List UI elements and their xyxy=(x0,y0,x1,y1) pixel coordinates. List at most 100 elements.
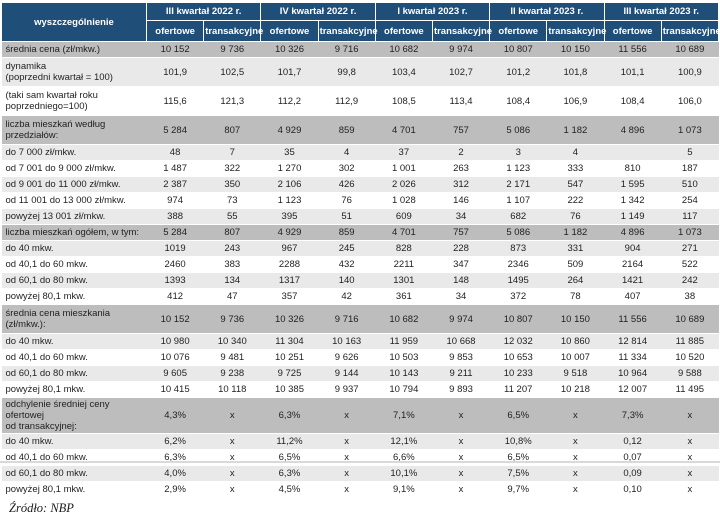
cell-r1-c8: 101,1 xyxy=(604,57,662,87)
cell-r7-c5: 146 xyxy=(432,192,490,209)
cell-r12-c0: 1393 xyxy=(146,272,204,289)
subcolumn-header-1-transakcyjne: transakcyjne xyxy=(317,20,378,42)
subcolumn-header-2-transakcyjne: transakcyjne xyxy=(431,20,492,42)
table-row-4: do 7 000 zł/mkw. 48 7 35 4 37 2 3 4 5 xyxy=(1,144,719,161)
cell-r18-c8: 12 007 xyxy=(604,381,662,398)
cell-r6-c3: 426 xyxy=(318,176,376,193)
cell-r18-c0: 10 415 xyxy=(146,381,204,398)
cell-r12-c5: 148 xyxy=(432,272,490,289)
cell-r10-c5: 228 xyxy=(432,240,490,257)
cell-r20-c4: 12,1% xyxy=(375,433,433,450)
cell-r3-c5: 757 xyxy=(432,115,490,145)
cell-r11-c5: 347 xyxy=(432,256,490,273)
row-label-4: do 7 000 zł/mkw. xyxy=(1,144,147,161)
cell-r13-c2: 357 xyxy=(260,288,319,305)
cell-r16-c4: 10 503 xyxy=(375,349,433,366)
cell-r5-c6: 1 123 xyxy=(489,160,547,177)
cell-r16-c9: 10 520 xyxy=(661,349,719,366)
cell-r3-c9: 1 073 xyxy=(661,115,719,145)
cell-r7-c6: 1 107 xyxy=(489,192,547,209)
cell-r10-c6: 873 xyxy=(489,240,547,257)
cell-r19-c7: x xyxy=(546,397,604,434)
cell-r22-c0: 4,0% xyxy=(146,465,204,482)
cell-r19-c4: 7,1% xyxy=(375,397,433,434)
cell-r21-c0: 6,3% xyxy=(146,449,204,466)
cell-r0-c8: 11 556 xyxy=(604,41,662,58)
cell-r23-c8: 0,10 xyxy=(604,481,662,498)
cell-r14-c9: 10 689 xyxy=(661,304,719,334)
table-row-19: odchylenie średniej ceny ofertowej od tr… xyxy=(1,397,719,434)
row-label-23: powyżej 80,1 mkw. xyxy=(1,481,147,498)
cell-r14-c4: 10 682 xyxy=(375,304,433,334)
cell-r4-c8 xyxy=(604,144,662,161)
cell-r11-c9: 522 xyxy=(661,256,719,273)
cell-r17-c3: 9 144 xyxy=(318,365,376,382)
cell-r18-c4: 10 794 xyxy=(375,381,433,398)
cell-r16-c3: 9 626 xyxy=(318,349,376,366)
cell-r1-c3: 99,8 xyxy=(318,57,376,87)
cell-r8-c3: 51 xyxy=(318,208,376,225)
cell-r0-c4: 10 682 xyxy=(375,41,433,58)
cell-r21-c5: x xyxy=(432,449,490,466)
cell-r23-c4: 9,1% xyxy=(375,481,433,498)
quarter-header-3: II kwartał 2023 r. xyxy=(489,2,605,21)
cell-r22-c7: x xyxy=(546,465,604,482)
cell-r4-c1: 7 xyxy=(203,144,261,161)
row-label-20: do 40 mkw. xyxy=(1,433,147,450)
cell-r3-c6: 5 086 xyxy=(489,115,547,145)
cell-r6-c2: 2 106 xyxy=(260,176,319,193)
cell-r11-c3: 432 xyxy=(318,256,376,273)
cell-r22-c3: x xyxy=(318,465,376,482)
table-body: średnia cena (zł/mkw.) 10 152 9 736 10 326 9… xyxy=(1,41,719,498)
cell-r10-c2: 967 xyxy=(260,240,319,257)
quarter-header-2: I kwartał 2023 r. xyxy=(374,2,491,21)
cell-r9-c2: 4 929 xyxy=(260,224,319,241)
subcolumn-header-0-ofertowe: ofertowe xyxy=(145,20,205,42)
cell-r11-c2: 2288 xyxy=(260,256,319,273)
cell-r2-c0: 115,6 xyxy=(146,86,204,116)
cell-r23-c0: 2,9% xyxy=(146,481,204,498)
cell-r0-c9: 10 689 xyxy=(661,41,719,58)
row-label-14: średnia cena mieszkania (zł/mkw.): xyxy=(1,304,147,334)
cell-r13-c6: 372 xyxy=(489,288,547,305)
cell-r18-c1: 10 118 xyxy=(203,381,261,398)
cell-r1-c9: 100,9 xyxy=(661,57,719,87)
cell-r15-c6: 12 032 xyxy=(489,333,547,350)
row-label-15: do 40 mkw. xyxy=(1,333,147,350)
cell-r5-c8: 810 xyxy=(604,160,662,177)
table-row-12: od 60,1 do 80 mkw. 1393 134 1317 140 1301 148 1… xyxy=(1,272,719,289)
cell-r19-c9: x xyxy=(661,397,719,434)
row-label-5: od 7 001 do 9 000 zł/mkw. xyxy=(1,160,147,177)
cell-r15-c9: 11 885 xyxy=(661,333,719,350)
table-row-5: od 7 001 do 9 000 zł/mkw. 1 487 322 1 270 30… xyxy=(1,160,719,177)
cell-r3-c2: 4 929 xyxy=(260,115,319,145)
cell-r8-c5: 34 xyxy=(432,208,490,225)
cell-r15-c7: 10 860 xyxy=(546,333,604,350)
cell-r12-c3: 140 xyxy=(318,272,376,289)
cell-r12-c7: 264 xyxy=(546,272,604,289)
cell-r21-c4: 6,6% xyxy=(375,449,433,466)
row-label-17: od 60,1 do 80 mkw. xyxy=(1,365,147,382)
cell-r10-c4: 828 xyxy=(375,240,433,257)
cell-r18-c2: 10 385 xyxy=(260,381,319,398)
cell-r6-c5: 312 xyxy=(432,176,490,193)
table-row-15: do 40 mkw. 10 980 10 340 11 304 10 163 11 959… xyxy=(1,333,719,350)
cell-r22-c2: 6,3% xyxy=(260,465,319,482)
cell-r10-c3: 245 xyxy=(318,240,376,257)
cell-r19-c1: x xyxy=(203,397,261,434)
cell-r5-c5: 263 xyxy=(432,160,490,177)
row-label-22: od 60,1 do 80 mkw. xyxy=(1,465,147,482)
subcolumn-header-3-ofertowe: ofertowe xyxy=(489,20,548,42)
cell-r10-c8: 904 xyxy=(604,240,662,257)
cell-r9-c9: 1 073 xyxy=(661,224,719,241)
cell-r18-c6: 11 207 xyxy=(489,381,547,398)
cell-r20-c3: x xyxy=(318,433,376,450)
row-label-9: liczba mieszkań ogółem, w tym: xyxy=(1,224,147,241)
subcolumn-header-4-ofertowe: ofertowe xyxy=(603,20,662,42)
cell-r14-c6: 10 807 xyxy=(489,304,547,334)
cell-r5-c0: 1 487 xyxy=(146,160,204,177)
cell-r22-c1: x xyxy=(203,465,261,482)
cell-r22-c5: x xyxy=(432,465,490,482)
cell-r4-c3: 4 xyxy=(318,144,376,161)
